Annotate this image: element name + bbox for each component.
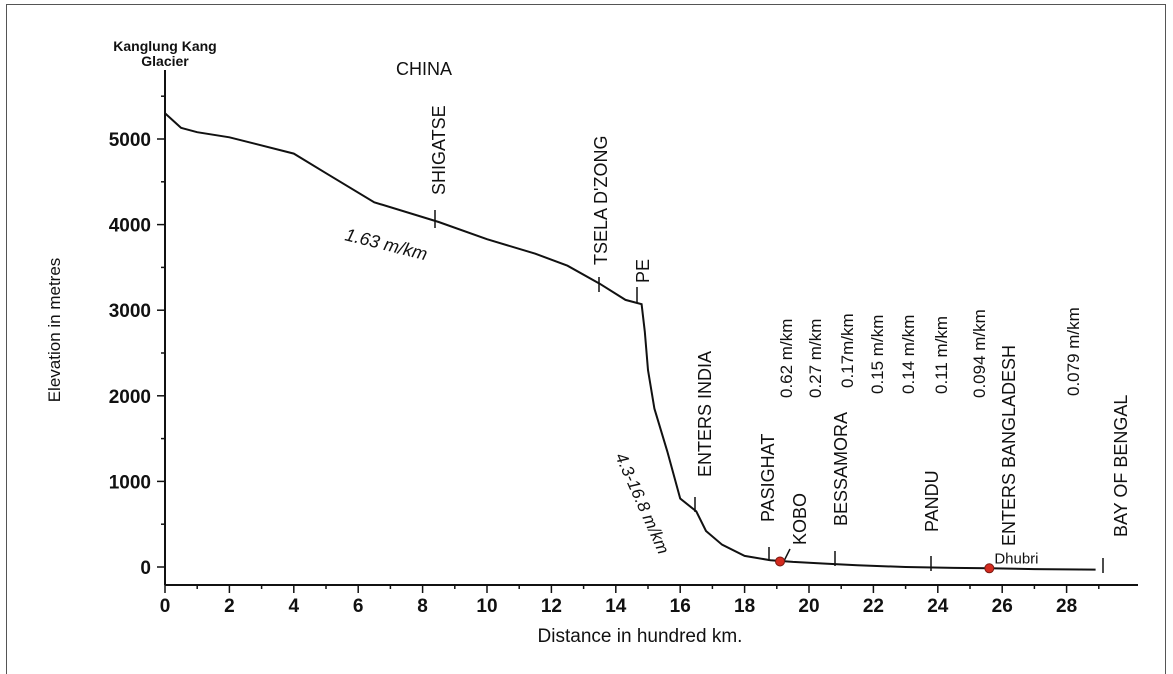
place-label: KOBO bbox=[790, 493, 810, 545]
axes bbox=[164, 70, 1138, 586]
gradient-label: 4.3-16.8 m/km bbox=[611, 450, 673, 557]
gradient-label: 1.63 m/km bbox=[343, 224, 429, 264]
place-label: PE bbox=[633, 259, 653, 283]
x-tick-label: 6 bbox=[353, 596, 364, 617]
y-tick-label: 0 bbox=[140, 558, 151, 579]
location-marker bbox=[775, 556, 786, 567]
gradient-label: 0.079 m/km bbox=[1064, 307, 1083, 396]
place-label: BESSAMORA bbox=[831, 412, 851, 526]
place-label-group: SHIGATSE TSELA D'ZONG PE ENTERS INDIA PASIGH… bbox=[429, 105, 1131, 546]
x-tick-label: 0 bbox=[160, 596, 171, 617]
annotation-group: Kanglung Kang Glacier CHINA Distance in … bbox=[45, 38, 742, 647]
x-tick-label: 22 bbox=[863, 596, 884, 617]
x-tick-label: 24 bbox=[927, 596, 949, 617]
y-tick-label: 5000 bbox=[109, 130, 151, 151]
y-tick-label: 1000 bbox=[109, 472, 151, 493]
y-axis-label: Elevation in metres bbox=[45, 258, 64, 403]
location-marker bbox=[984, 563, 995, 574]
figure-frame bbox=[6, 4, 1166, 674]
x-tick-label: 26 bbox=[992, 596, 1013, 617]
x-tick-label: 4 bbox=[289, 596, 300, 617]
x-tick-label: 8 bbox=[417, 596, 428, 617]
gradient-label: 0.14 m/km bbox=[899, 315, 918, 394]
y-tick-label: 3000 bbox=[109, 301, 151, 322]
place-label: TSELA D'ZONG bbox=[591, 136, 611, 265]
gradient-label: 0.094 m/km bbox=[970, 309, 989, 398]
gradient-label: 0.17m/km bbox=[838, 313, 857, 388]
place-label: PANDU bbox=[922, 470, 942, 532]
source-label-line-1: Kanglung Kang bbox=[113, 38, 216, 54]
gradient-label: 0.27 m/km bbox=[806, 319, 825, 398]
y-tick-label: 4000 bbox=[109, 216, 151, 237]
x-tick-label: 12 bbox=[541, 596, 562, 617]
region-label: CHINA bbox=[396, 59, 452, 79]
place-tick-group bbox=[434, 210, 1104, 573]
place-label: ENTERS BANGLADESH bbox=[999, 345, 1019, 546]
x-tick-label: 18 bbox=[734, 596, 755, 617]
x-tick-label: 2 bbox=[224, 596, 235, 617]
place-label: SHIGATSE bbox=[429, 105, 449, 195]
gradient-label: 0.15 m/km bbox=[868, 315, 887, 394]
tick-group: 0 2 4 6 8 10 12 14 16 18 20 22 24 26 28010002000300040… bbox=[109, 95, 1100, 617]
x-tick-label: 16 bbox=[670, 596, 691, 617]
place-tick bbox=[783, 548, 791, 562]
x-tick-label: 14 bbox=[605, 596, 627, 617]
dhubri-label: Dhubri bbox=[994, 550, 1038, 567]
y-tick-label: 2000 bbox=[109, 387, 151, 408]
place-label: BAY OF BENGAL bbox=[1111, 395, 1131, 537]
elevation-profile-line bbox=[164, 112, 1096, 571]
marker-group: Dhubri bbox=[775, 550, 1039, 574]
x-tick-label: 28 bbox=[1056, 596, 1077, 617]
gradient-label: 0.11 m/km bbox=[932, 316, 951, 394]
place-label: PASIGHAT bbox=[758, 434, 778, 522]
x-tick-label: 10 bbox=[476, 596, 497, 617]
source-label-line-2: Glacier bbox=[141, 53, 189, 69]
gradient-label: 0.62 m/km bbox=[777, 319, 796, 398]
x-tick-label: 20 bbox=[798, 596, 819, 617]
x-axis-label: Distance in hundred km. bbox=[538, 626, 743, 647]
place-label: ENTERS INDIA bbox=[695, 351, 715, 477]
